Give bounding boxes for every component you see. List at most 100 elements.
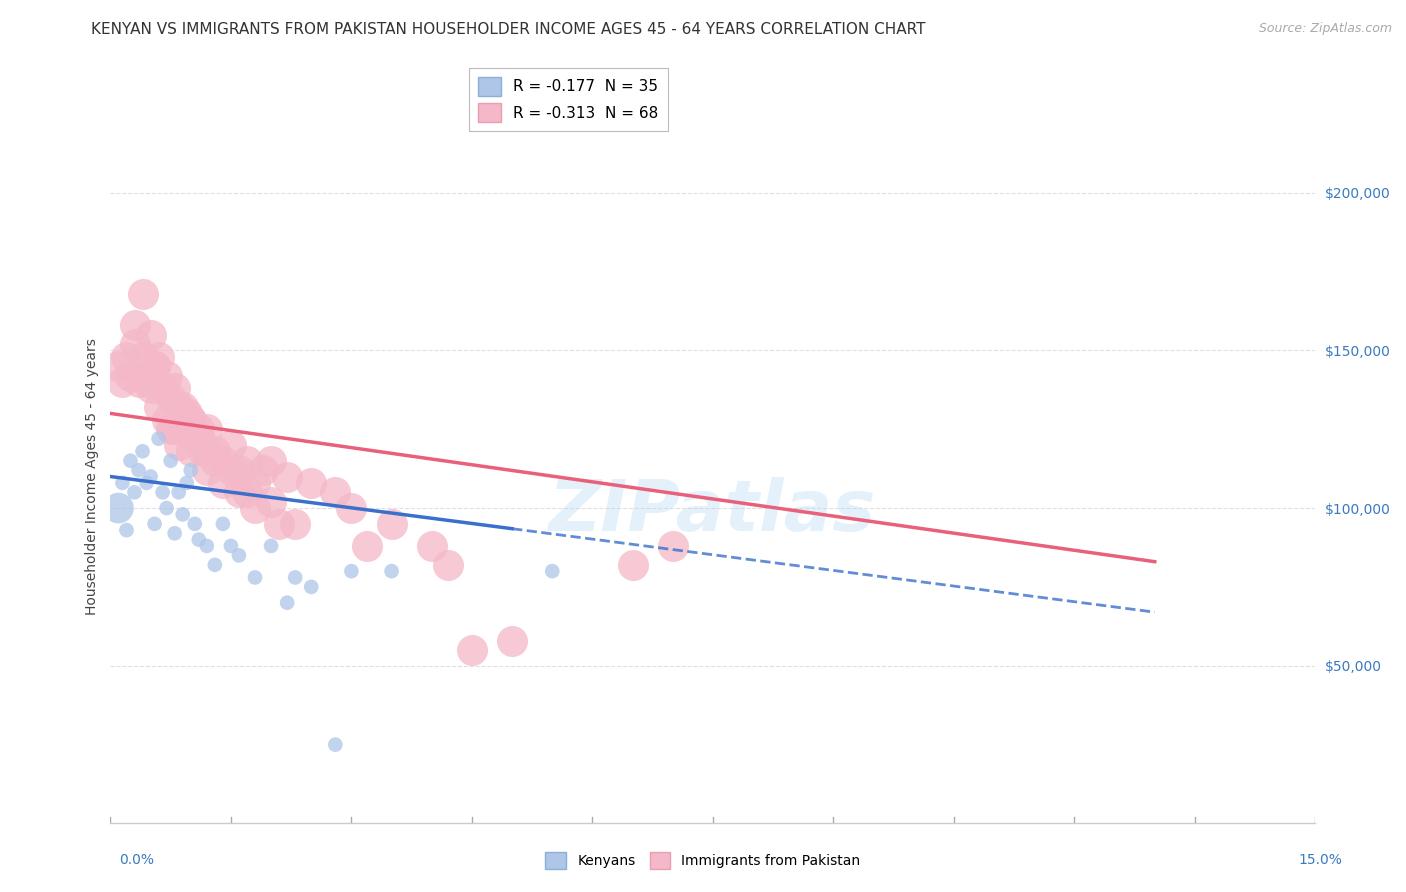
Point — [356, 539, 378, 553]
Point — [159, 391, 181, 405]
Point — [661, 539, 683, 553]
Legend: R = -0.177  N = 35, R = -0.313  N = 68: R = -0.177 N = 35, R = -0.313 N = 68 — [470, 68, 668, 131]
Point — [167, 400, 190, 414]
Point — [128, 375, 150, 389]
Point — [124, 485, 146, 500]
Point — [163, 526, 186, 541]
Y-axis label: Householder Income Ages 45 - 64 years: Householder Income Ages 45 - 64 years — [86, 338, 100, 615]
Point — [107, 501, 129, 516]
Point — [131, 350, 153, 364]
Point — [115, 350, 138, 364]
Point — [180, 413, 202, 427]
Point — [131, 286, 153, 301]
Point — [252, 463, 274, 477]
Point — [180, 444, 202, 458]
Point — [187, 432, 209, 446]
Point — [159, 454, 181, 468]
Point — [204, 558, 226, 572]
Point — [152, 381, 174, 395]
Point — [156, 368, 179, 383]
Point — [420, 539, 443, 553]
Point — [228, 485, 250, 500]
Point — [107, 359, 129, 373]
Point — [159, 422, 181, 436]
Point — [228, 549, 250, 563]
Point — [461, 643, 484, 657]
Text: KENYAN VS IMMIGRANTS FROM PAKISTAN HOUSEHOLDER INCOME AGES 45 - 64 YEARS CORRELA: KENYAN VS IMMIGRANTS FROM PAKISTAN HOUSE… — [91, 22, 927, 37]
Point — [148, 350, 170, 364]
Point — [243, 570, 266, 584]
Point — [243, 475, 266, 490]
Point — [120, 454, 142, 468]
Point — [204, 444, 226, 458]
Point — [212, 454, 235, 468]
Point — [152, 485, 174, 500]
Point — [381, 516, 404, 531]
Point — [187, 422, 209, 436]
Point — [120, 368, 142, 383]
Point — [131, 444, 153, 458]
Point — [501, 633, 523, 648]
Point — [284, 570, 307, 584]
Point — [124, 318, 146, 332]
Point — [299, 580, 322, 594]
Point — [176, 475, 198, 490]
Point — [621, 558, 644, 572]
Text: 15.0%: 15.0% — [1299, 853, 1343, 867]
Point — [195, 463, 218, 477]
Point — [180, 413, 202, 427]
Point — [156, 413, 179, 427]
Point — [172, 508, 194, 522]
Point — [260, 539, 283, 553]
Point — [148, 400, 170, 414]
Point — [191, 444, 214, 458]
Point — [139, 381, 162, 395]
Text: Source: ZipAtlas.com: Source: ZipAtlas.com — [1258, 22, 1392, 36]
Point — [228, 463, 250, 477]
Point — [124, 337, 146, 351]
Point — [276, 469, 298, 483]
Point — [135, 375, 157, 389]
Point — [143, 516, 166, 531]
Point — [115, 523, 138, 537]
Point — [195, 539, 218, 553]
Point — [325, 738, 347, 752]
Point — [143, 359, 166, 373]
Point — [156, 501, 179, 516]
Point — [236, 454, 259, 468]
Point — [167, 438, 190, 452]
Point — [139, 469, 162, 483]
Point — [187, 533, 209, 547]
Point — [111, 375, 134, 389]
Point — [167, 485, 190, 500]
Point — [243, 501, 266, 516]
Point — [236, 485, 259, 500]
Point — [176, 406, 198, 420]
Point — [541, 564, 564, 578]
Point — [180, 463, 202, 477]
Point — [276, 596, 298, 610]
Point — [148, 432, 170, 446]
Point — [172, 422, 194, 436]
Text: 0.0%: 0.0% — [120, 853, 155, 867]
Point — [163, 381, 186, 395]
Text: ZIPatlas: ZIPatlas — [550, 476, 876, 546]
Point — [195, 444, 218, 458]
Point — [111, 475, 134, 490]
Point — [135, 475, 157, 490]
Point — [325, 485, 347, 500]
Point — [436, 558, 458, 572]
Point — [152, 381, 174, 395]
Point — [195, 422, 218, 436]
Point — [381, 564, 404, 578]
Point — [184, 432, 207, 446]
Point — [284, 516, 307, 531]
Point — [212, 475, 235, 490]
Point — [219, 539, 242, 553]
Point — [340, 564, 363, 578]
Point — [172, 400, 194, 414]
Point — [340, 501, 363, 516]
Point — [204, 454, 226, 468]
Point — [219, 438, 242, 452]
Point — [143, 359, 166, 373]
